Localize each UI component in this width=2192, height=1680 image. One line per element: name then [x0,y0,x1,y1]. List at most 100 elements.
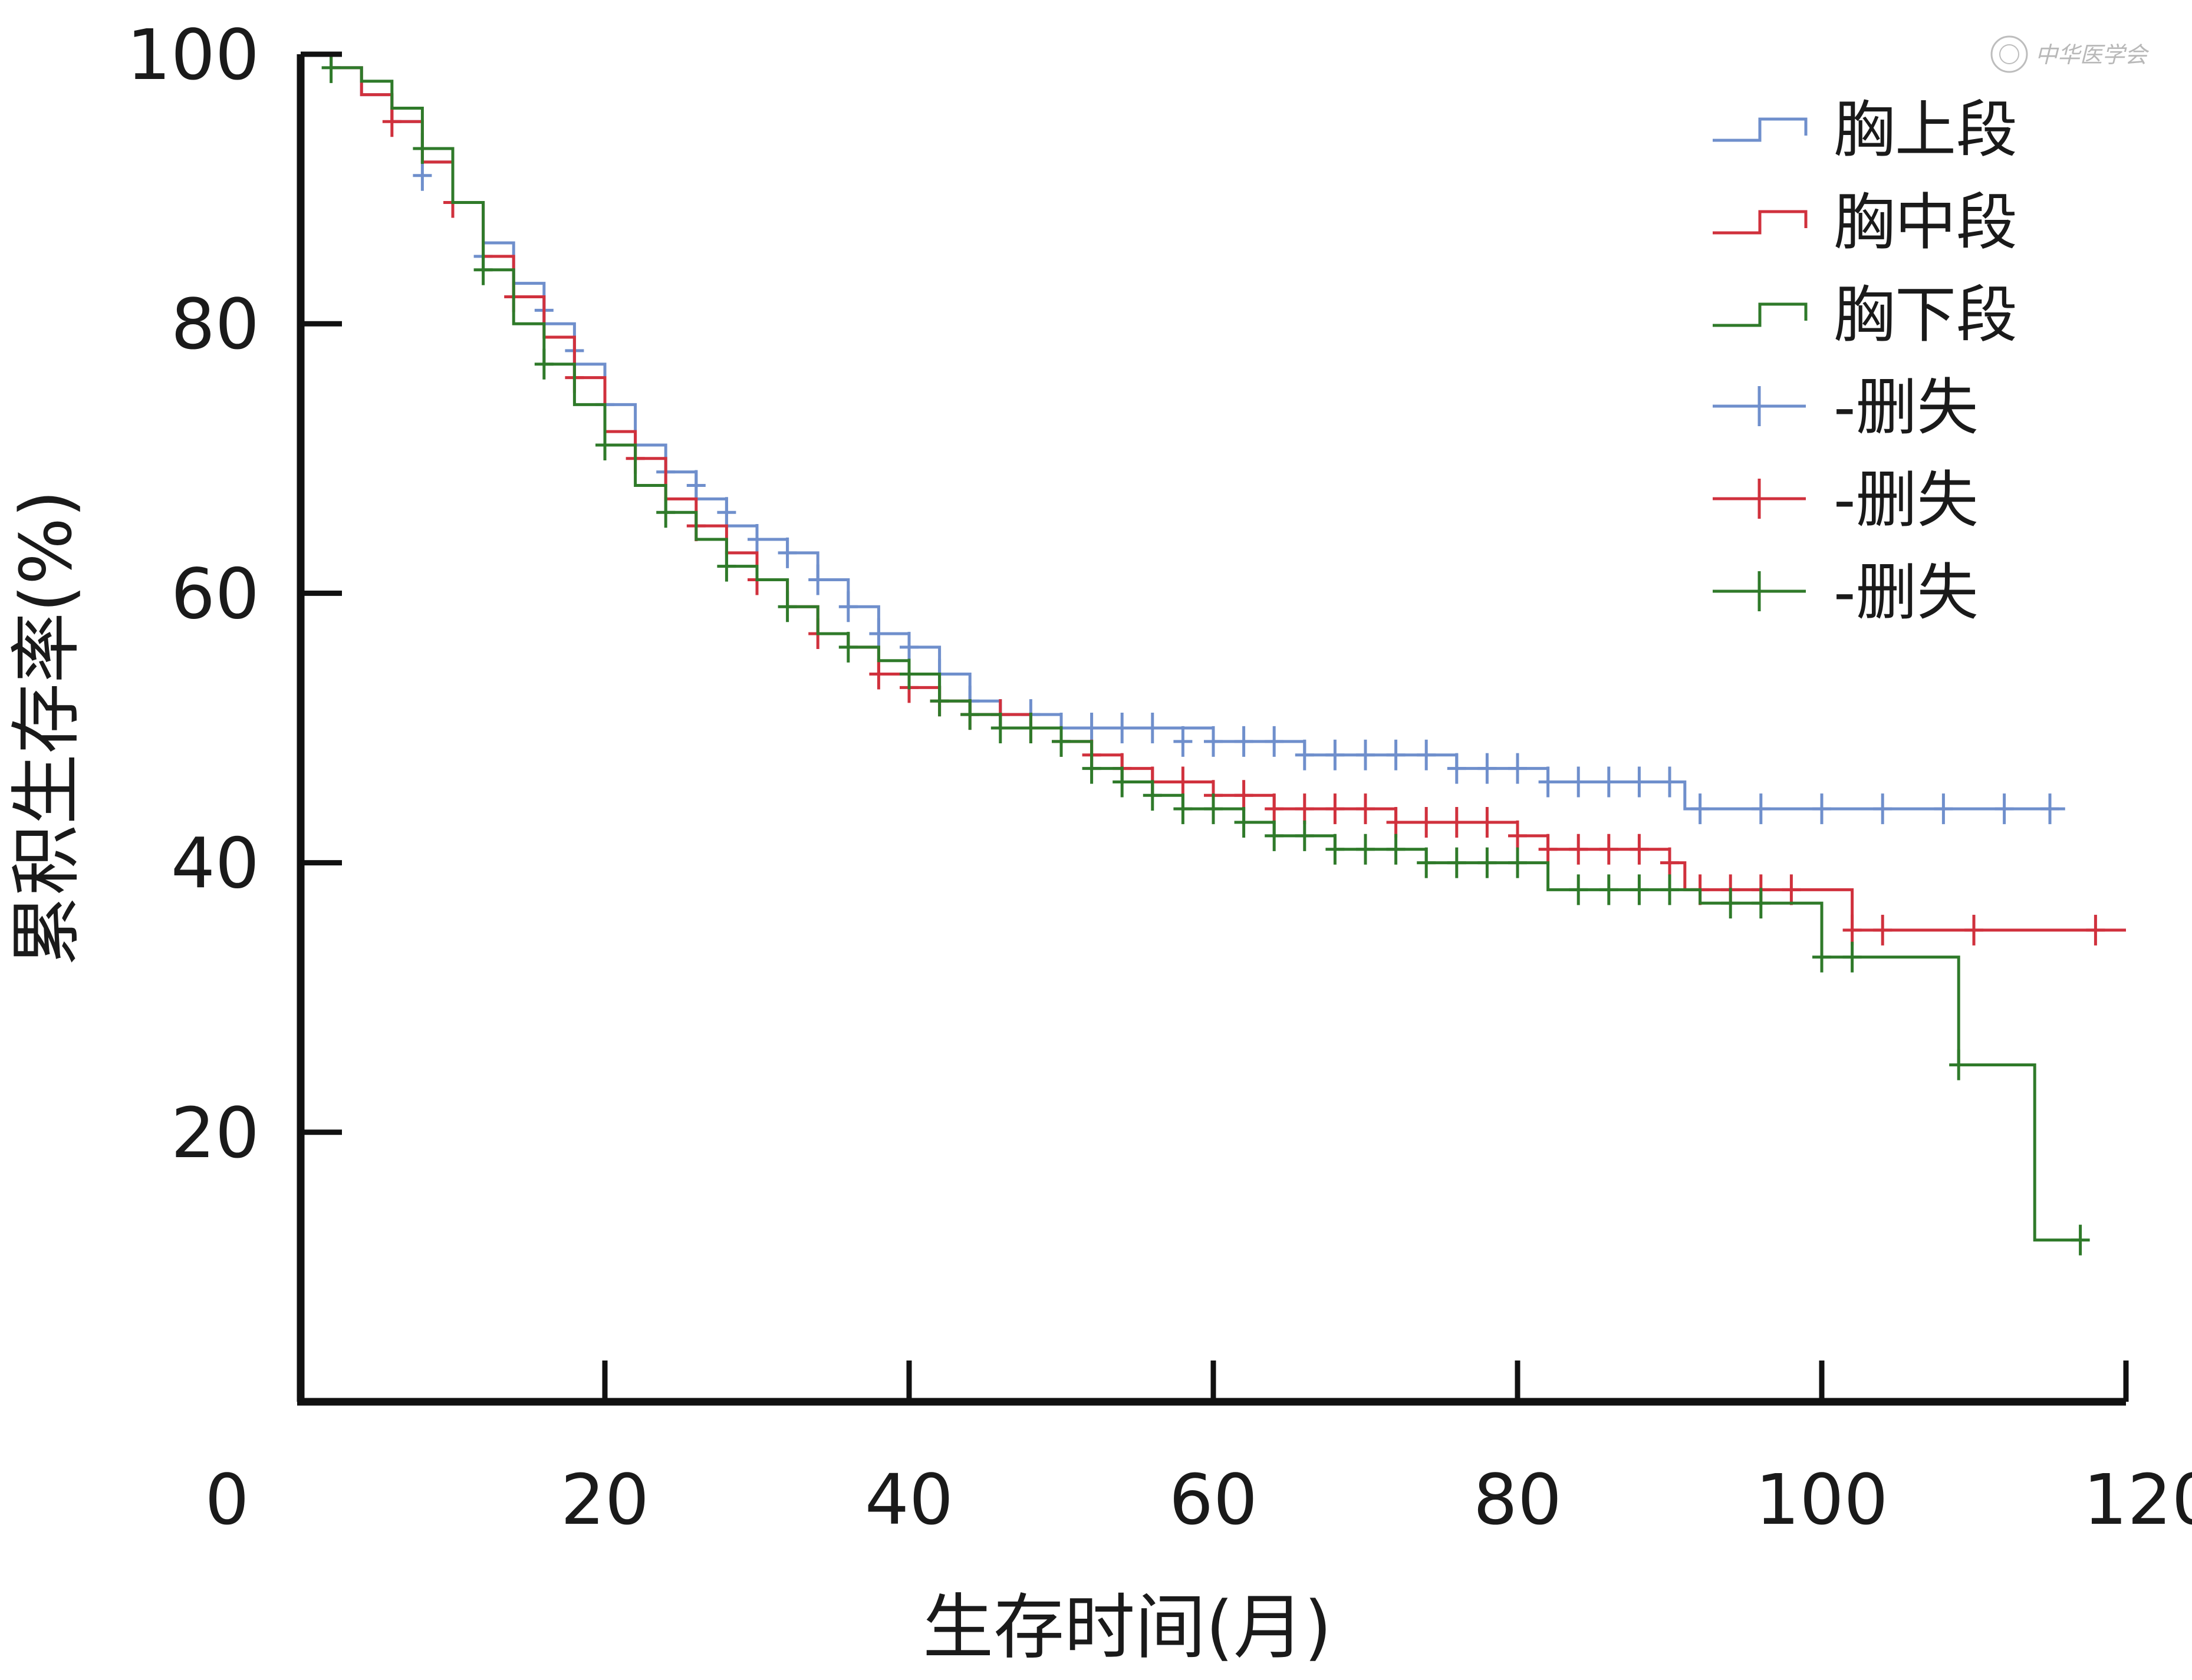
censor-mark [1417,807,1436,838]
censor-mark [1660,874,1679,905]
censor-mark [1569,834,1588,865]
y-tick-label: 40 [171,823,259,904]
y-tick-label: 100 [127,14,259,95]
survival-curve [301,52,2081,1242]
y-tick-label: 60 [171,553,259,634]
censor-mark [1477,807,1497,838]
legend-step-swatch [1713,117,1808,142]
censor-mark [1265,820,1284,851]
censor-mark [869,658,888,690]
censor-mark [1812,941,1831,973]
censor-mark [1569,766,1588,798]
watermark-logo: 中华医学会 [1990,35,2150,73]
censor-mark [1447,807,1466,838]
seal-inner-icon [1999,44,2019,64]
censor-mark [1782,874,1801,905]
censor-mark [1630,766,1649,798]
censor-mark [990,713,1010,743]
censor-mark [686,470,706,501]
y-tick-label: 80 [171,284,259,365]
censor-mark [1417,847,1436,878]
legend-censor-label: -删失 [1834,371,1979,443]
censor-mark [1630,874,1649,905]
series-group [301,52,2065,825]
watermark-text: 中华医学会 [2035,42,2150,68]
censor-mark [1082,713,1101,743]
y-ticks: 20 40 60 80 100 [127,14,342,1174]
censor-mark [1143,780,1162,811]
x-tick-label: 60 [1169,1459,1258,1540]
censor-mark [534,348,554,380]
censor-mark [1113,766,1132,798]
censor-mark [1356,834,1375,865]
censor-mark [2086,914,2105,946]
x-ticks: 0 20 40 60 80 100 120 [205,1361,2192,1540]
censor-mark [382,106,401,137]
censor-mark [1934,793,1953,825]
censor-mark [1234,726,1253,757]
censor-mark [778,537,797,568]
x-tick-label: 120 [2083,1459,2192,1540]
legend-censor-swatch [1713,386,1806,426]
censor-mark [1356,739,1375,770]
censor-mark [1173,766,1193,798]
censor-mark [1052,726,1071,757]
censor-mark [1994,793,2014,825]
censor-mark [1143,713,1162,743]
censor-mark [1295,820,1314,851]
x-tick-label: 100 [1755,1459,1888,1540]
censor-mark [748,523,766,555]
x-tick-label: 80 [1473,1459,1562,1540]
censor-mark [1751,888,1770,919]
legend-series-label: 胸中段 [1834,186,2017,258]
censor-mark [1873,914,1893,946]
censor-mark [1386,807,1406,838]
censor-mark [1356,793,1375,825]
legend-censor-label: -删失 [1834,556,1979,628]
censor-mark [1386,739,1406,770]
legend-censor-label: -删失 [1834,464,1979,536]
censor-mark [413,160,432,191]
censor-mark [1660,847,1679,878]
x-tick-label: 0 [205,1459,249,1540]
censor-mark [1721,888,1740,919]
censor-mark [838,631,858,663]
censor-mark [1842,941,1862,973]
censor-mark [1630,834,1649,865]
censor-mark [1751,793,1770,825]
censor-mark [595,429,614,460]
censor-mark [1842,914,1862,946]
censor-mark [1477,847,1497,878]
censor-mark [1082,753,1101,784]
censor-mark [2040,793,2059,825]
censor-mark [1417,739,1436,770]
censor-mark [1508,847,1527,878]
censor-mark [1538,834,1558,865]
legend-step-swatch [1713,302,1808,327]
censor-mark [1599,834,1618,865]
censor-mark [656,497,676,528]
censor-mark [1812,793,1831,825]
censor-mark [900,658,919,690]
plot-series-layer [301,52,2126,1256]
censor-mark [2071,1224,2090,1256]
legend-step-swatch [1713,210,1808,235]
censor-mark [1447,753,1466,784]
censor-mark [1234,807,1253,838]
censor-mark [473,254,493,285]
legend-series-label: 胸上段 [1834,94,2017,166]
x-tick-label: 40 [865,1459,953,1540]
censor-mark [1508,820,1527,851]
censor-mark [1325,834,1345,865]
censor-mark [1949,1049,1969,1081]
censor-mark [1964,914,1983,946]
censor-mark [1113,713,1132,743]
legend-censor-swatch [1713,571,1806,611]
censor-mark [1508,753,1527,784]
y-axis-title: 累积生存率(%) [6,490,88,966]
censor-mark [1477,753,1497,784]
series-group [301,52,2090,1256]
censor-mark [413,133,432,164]
